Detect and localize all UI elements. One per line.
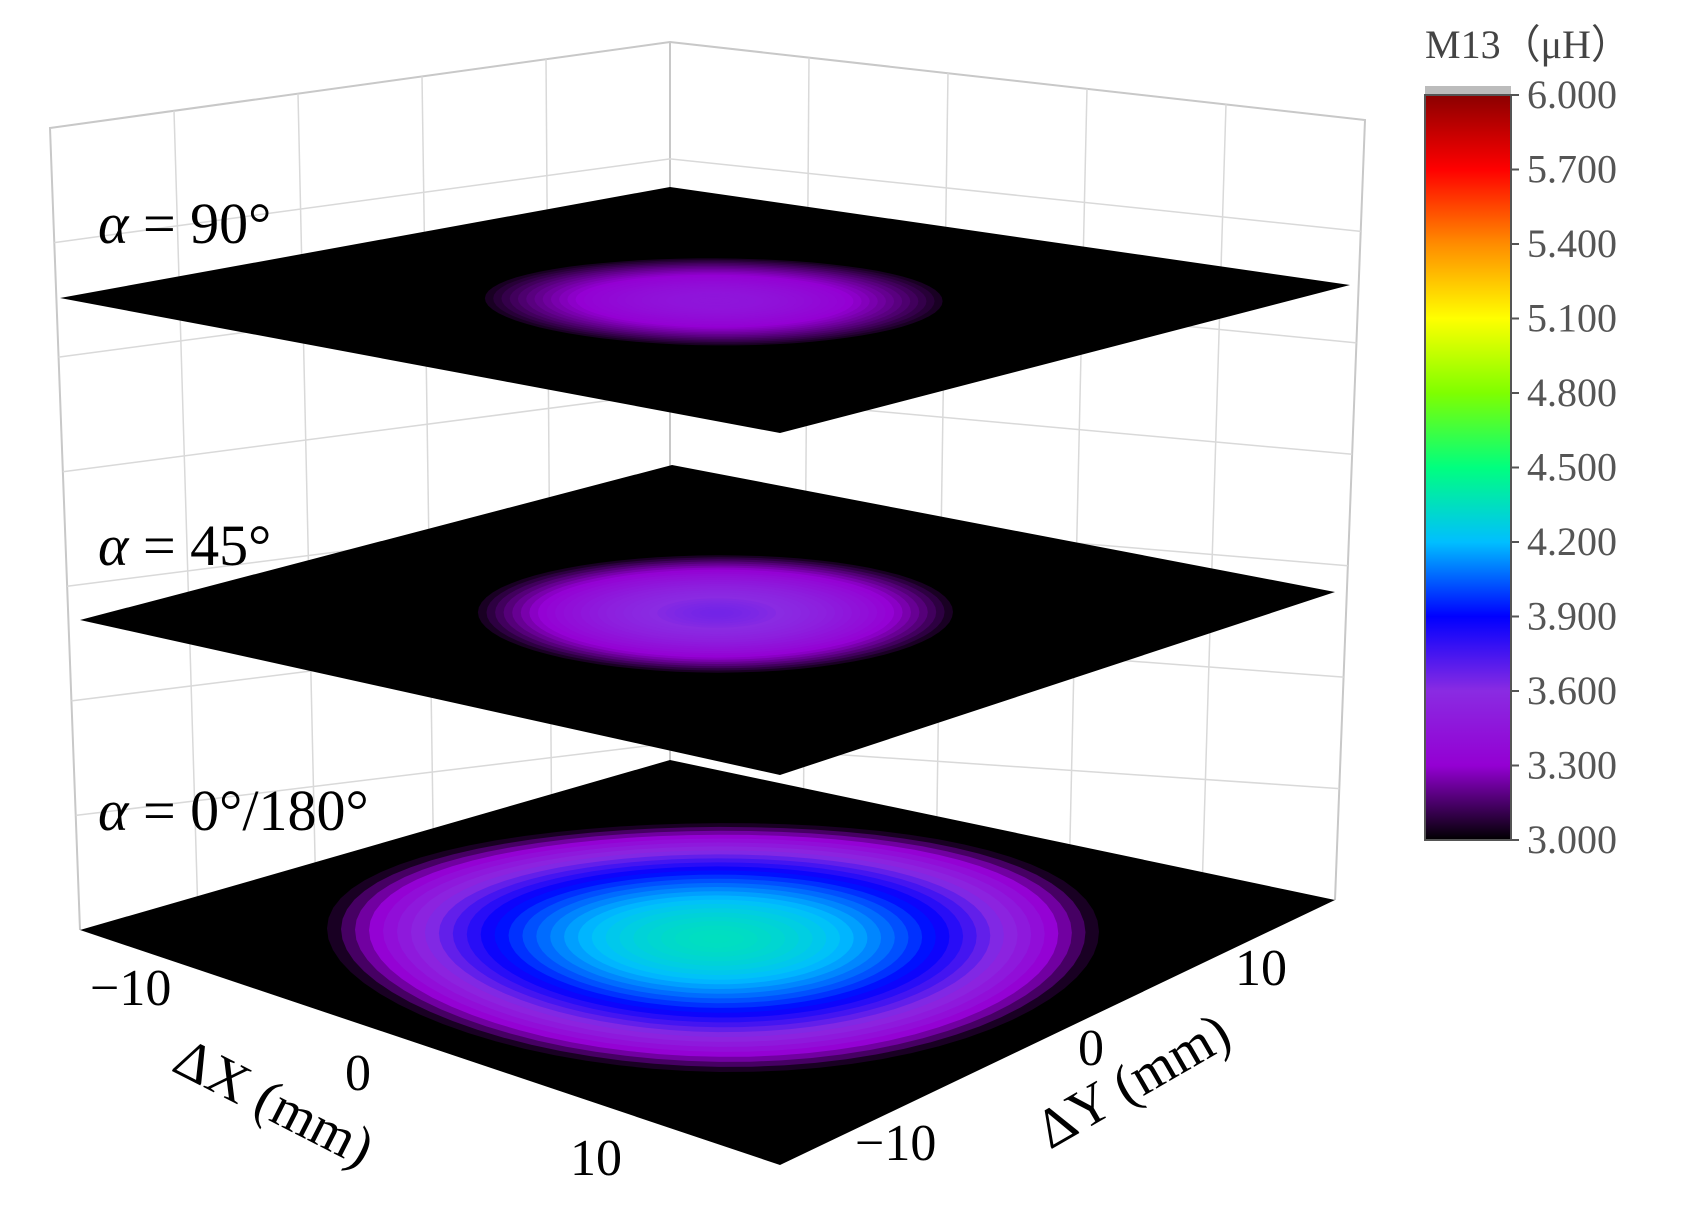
- wall-gridline: [421, 76, 435, 889]
- colorbar-top-cap: [1425, 86, 1511, 96]
- layer-labels: α = 0°/180° α = 45° α = 90°: [98, 191, 369, 843]
- y-tick-label: −10: [855, 1115, 936, 1172]
- colorbar-tick-label: 3.000: [1527, 817, 1617, 862]
- layer-planes: [60, 187, 1350, 1165]
- colorbar-tick-label: 5.700: [1527, 147, 1617, 192]
- wall-gridline: [935, 73, 949, 877]
- wall-gridline: [545, 59, 553, 875]
- x-tick-label: 0: [345, 1045, 371, 1102]
- colorbar-tick-label: 4.500: [1527, 445, 1617, 490]
- layer-label-0: α = 90°: [98, 191, 271, 256]
- wall-gridline: [297, 93, 317, 903]
- y-tick-label: 10: [1235, 940, 1287, 997]
- colorbar-tick-label: 4.800: [1527, 370, 1617, 415]
- colorbar-tick-label: 6.000: [1527, 72, 1617, 117]
- wall-gridline: [1201, 104, 1227, 893]
- colorbar-tick-label: 4.200: [1527, 519, 1617, 564]
- layer-plane-1: [80, 465, 1335, 775]
- y-tick-label: 0: [1078, 1020, 1104, 1077]
- colorbar-tick-label: 3.600: [1527, 668, 1617, 713]
- layer-plane-2: [80, 760, 1335, 1165]
- layer-label-1: α = 45°: [98, 513, 271, 578]
- colorbar-tick-label: 5.400: [1527, 221, 1617, 266]
- colorbar-gradient: [1424, 94, 1512, 841]
- wall-gridline: [1068, 88, 1088, 885]
- wall-gridline: [173, 110, 199, 917]
- wall-gridline: [54, 158, 1361, 244]
- contour-ring: [702, 934, 730, 944]
- colorbar-tick-label: 5.100: [1527, 296, 1617, 341]
- colorbar: M13（μH） 3.000 3.300 3.600 3.900 4.200 4.500 4.…: [1424, 22, 1631, 862]
- colorbar-tick-label: 3.300: [1527, 743, 1617, 788]
- layer-plane-0: [60, 187, 1350, 433]
- contour-ring: [708, 610, 726, 616]
- layer-label-2: α = 0°/180°: [98, 778, 369, 843]
- x-tick-label: −10: [90, 960, 171, 1017]
- colorbar-title: M13（μH）: [1425, 22, 1631, 67]
- colorbar-ticks: 3.000 3.300 3.600 3.900 4.200 4.500 4.800 5.100…: [1511, 72, 1617, 862]
- x-tick-label: 10: [570, 1130, 622, 1187]
- colorbar-tick-label: 3.900: [1527, 594, 1617, 639]
- contour-ring: [706, 299, 724, 303]
